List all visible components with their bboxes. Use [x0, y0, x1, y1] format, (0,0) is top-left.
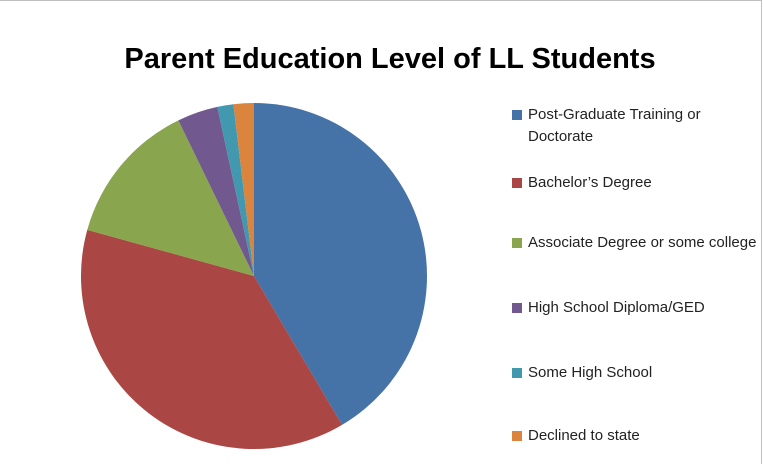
legend-label: Bachelor’s Degree: [528, 174, 652, 191]
legend-label: High School Diploma/GED: [528, 299, 705, 316]
pie-slice: [87, 120, 254, 276]
chart-title: Parent Education Level of LL Students: [124, 43, 655, 75]
legend-swatch: [512, 303, 522, 313]
legend-item: Some High School: [512, 362, 757, 384]
legend-label: Some High School: [528, 364, 653, 381]
legend-item: Post-Graduate Training or Doctorate: [512, 104, 757, 148]
legend-swatch: [512, 431, 522, 441]
legend-item: High School Diploma/GED: [512, 297, 757, 319]
pie-slice: [254, 103, 427, 425]
legend-swatch: [512, 238, 522, 248]
legend-label: Associate Degree or some college: [528, 234, 757, 251]
pie-slice: [217, 104, 254, 276]
pie-slice: [233, 103, 254, 276]
legend-item: Bachelor’s Degree: [512, 172, 757, 194]
legend-item: Declined to state: [512, 425, 757, 447]
legend-swatch: [512, 110, 522, 120]
pie-slice: [178, 106, 254, 276]
legend-item: Associate Degree or some college: [512, 232, 757, 254]
legend-label: Declined to state: [528, 427, 640, 444]
legend-label: Post-Graduate Training or Doctorate: [528, 106, 701, 145]
legend-swatch: [512, 178, 522, 188]
pie-slice: [81, 229, 343, 449]
legend-swatch: [512, 368, 522, 378]
